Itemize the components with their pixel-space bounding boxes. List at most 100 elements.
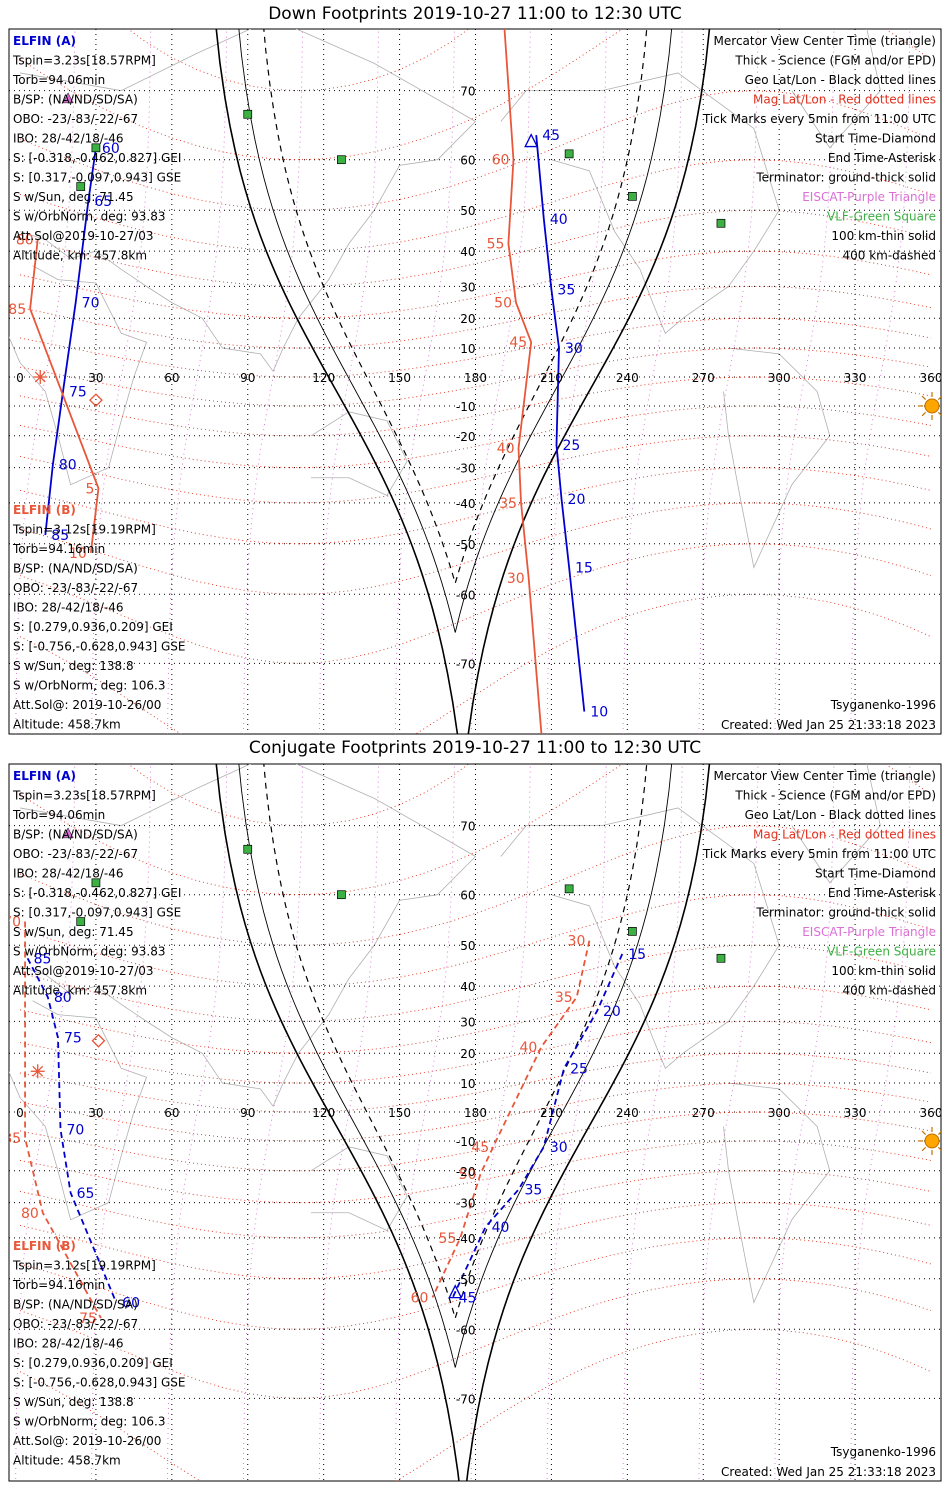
tick-label: 40 bbox=[497, 441, 515, 457]
y-tick-label: -60 bbox=[456, 1323, 476, 1337]
tick-label: 25 bbox=[570, 1061, 588, 1077]
terminator-100km bbox=[238, 764, 673, 1368]
x-tick-label: 180 bbox=[464, 371, 487, 385]
coastlines bbox=[9, 29, 881, 569]
x-tick-label: 30 bbox=[88, 371, 103, 385]
tick-label: 80 bbox=[54, 990, 72, 1006]
vlf-station-marker bbox=[564, 149, 574, 159]
tick-label: 45 bbox=[509, 335, 527, 351]
y-tick-label: 50 bbox=[460, 939, 475, 953]
elfin-b-info: IBO: 28/-42/18/-46 bbox=[13, 601, 124, 615]
legend-item: Tick Marks every 5min from 11:00 UTC bbox=[702, 847, 936, 861]
tick-label: 10 bbox=[69, 546, 87, 562]
terminator-ground bbox=[215, 764, 711, 1481]
y-tick-label: 30 bbox=[460, 280, 475, 294]
x-tick-label: 60 bbox=[164, 1106, 179, 1120]
tick-label: 85 bbox=[8, 302, 26, 318]
created-timestamp: Created: Wed Jan 25 21:33:18 2023 bbox=[721, 718, 936, 732]
y-tick-label: -30 bbox=[456, 462, 476, 476]
legend-item: Start Time-Diamond bbox=[815, 867, 936, 881]
legend-item: Terminator: ground-thick solid bbox=[755, 906, 936, 920]
tick-label: 75 bbox=[69, 384, 87, 400]
center-time-triangle bbox=[448, 1284, 463, 1299]
x-tick-label: 330 bbox=[844, 371, 867, 385]
plot-area: 85 80 75 70 65 60 45 40 35 30 25 20 15 70 85 80 75 30 35 40… bbox=[3, 764, 941, 1481]
elfin-b-info: IBO: 28/-42/18/-46 bbox=[13, 1337, 124, 1351]
x-tick-label: 240 bbox=[616, 371, 639, 385]
elfin-a-info: OBO: -23/-83/-22/-67 bbox=[13, 847, 138, 861]
panel-0: 6570758085604540353025201510656055504540… bbox=[8, 28, 942, 735]
y-tick-label: 70 bbox=[460, 820, 475, 834]
tick-label: 50 bbox=[459, 1167, 477, 1183]
tick-label: 30 bbox=[565, 341, 583, 357]
geo-grid bbox=[9, 29, 941, 734]
y-tick-label: -20 bbox=[456, 1165, 476, 1179]
tick-label: 30 bbox=[568, 934, 586, 950]
end-asterisk bbox=[33, 370, 48, 384]
mag-parallel bbox=[19, 1140, 932, 1204]
elfin-b-info: S w/Sun, deg: 138.8 bbox=[13, 659, 134, 673]
mag-parallel bbox=[19, 1020, 932, 1084]
elfin-b-info: Torb=94.16min bbox=[12, 542, 105, 556]
elfin-a-info: B/SP: (NA/ND/SD/SA) bbox=[13, 828, 138, 842]
legend-item: Mag Lat/Lon - Red dotted lines bbox=[753, 828, 936, 842]
tick-label: 35 bbox=[525, 1183, 543, 1199]
elfin-a-info: S: [-0.318,-0.462,0.827] GEI bbox=[13, 886, 181, 900]
terminator-400km bbox=[263, 29, 648, 586]
tick-label: 60 bbox=[411, 1290, 429, 1306]
tick-label: 85 bbox=[3, 1131, 21, 1147]
vlf-station-marker bbox=[76, 917, 86, 926]
tick-label: 35 bbox=[555, 990, 573, 1006]
elfin-b-info: S: [-0.756,-0.628,0.943] GSE bbox=[13, 640, 186, 654]
elfin-a-info: S w/Sun, deg: 71.45 bbox=[13, 925, 134, 939]
y-tick-label: -50 bbox=[456, 1273, 476, 1287]
elfin-a-info: Tspin=3.23s[18.57RPM] bbox=[12, 54, 156, 68]
y-tick-label: -10 bbox=[456, 400, 476, 414]
vlf-station-marker bbox=[337, 890, 346, 900]
tick-label: 80 bbox=[59, 457, 77, 473]
tick-label: 85 bbox=[51, 528, 69, 544]
y-tick-label: 60 bbox=[460, 889, 475, 903]
vlf-station-marker bbox=[243, 109, 253, 119]
mag-parallel bbox=[19, 317, 932, 378]
trajectory-elfin-a bbox=[535, 135, 586, 712]
x-tick-label: 0 bbox=[16, 371, 24, 385]
model-name: Tsyganenko-1996 bbox=[830, 698, 936, 712]
tick-label: 35 bbox=[557, 283, 575, 299]
tick-label: 65 bbox=[94, 194, 112, 210]
start-diamond bbox=[88, 393, 103, 408]
legend-item: VLF-Green Square bbox=[827, 945, 936, 959]
mag-parallel bbox=[19, 1052, 932, 1113]
panel-1: 85 80 75 70 65 60 45 40 35 30 25 20 15 70 85 80 75 30 35 40… bbox=[3, 763, 942, 1482]
legend-item: 100 km-thin solid bbox=[831, 229, 936, 243]
x-tick-label: 30 bbox=[88, 1106, 103, 1120]
elfin-a-info: S w/OrbNorm, deg: 93.83 bbox=[13, 210, 165, 224]
landmass-outline bbox=[791, 29, 881, 149]
elfin-b-info: S w/OrbNorm, deg: 106.3 bbox=[13, 1415, 165, 1429]
elfin-a-info: Torb=94.06min bbox=[12, 808, 105, 822]
elfin-a-info: S: [0.317,-0.097,0.943] GSE bbox=[13, 906, 181, 920]
mag-parallel bbox=[19, 467, 932, 545]
vlf-station-marker bbox=[91, 878, 101, 888]
elfin-a-info: Altitude, km: 457.8km bbox=[13, 249, 147, 263]
tick-label: 75 bbox=[79, 1311, 97, 1327]
landmass-outline bbox=[9, 265, 148, 486]
tick-label: 40 bbox=[550, 212, 568, 228]
terminator bbox=[215, 764, 711, 1481]
legend-item: EISCAT-Purple Triangle bbox=[802, 925, 936, 939]
sun-icon bbox=[918, 1126, 941, 1155]
tick-label: 30 bbox=[550, 1140, 568, 1156]
legend-item: Terminator: ground-thick solid bbox=[755, 171, 936, 185]
plot-frame bbox=[8, 763, 942, 1482]
geo-grid bbox=[9, 764, 941, 1481]
vlf-station-marker bbox=[91, 143, 101, 153]
elfin-a-info: B/SP: (NA/ND/SD/SA) bbox=[13, 93, 138, 107]
tick-label: 60 bbox=[492, 153, 510, 169]
x-tick-label: 240 bbox=[616, 1106, 639, 1120]
mag-parallel bbox=[19, 159, 932, 252]
x-tick-label: 90 bbox=[240, 371, 255, 385]
y-tick-label: -60 bbox=[456, 588, 476, 602]
mag-parallel bbox=[19, 376, 932, 437]
y-tick-label: 20 bbox=[460, 312, 475, 326]
x-tick-label: 180 bbox=[464, 1106, 487, 1120]
